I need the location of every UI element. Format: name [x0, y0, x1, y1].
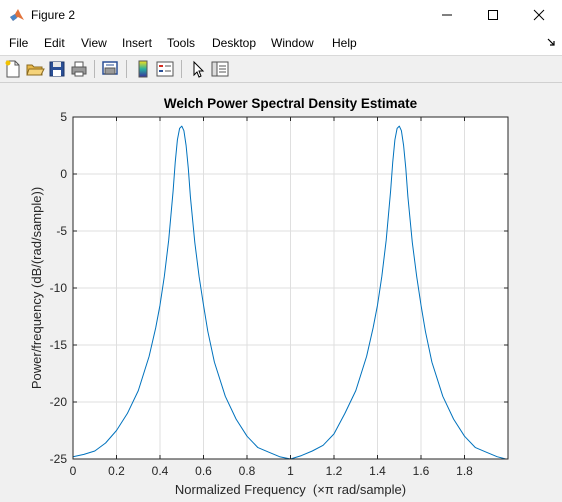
insert-colorbar-button[interactable]: [133, 59, 153, 79]
x-tick-label: 0.6: [195, 464, 212, 478]
window-title: Figure 2: [31, 8, 76, 22]
toolbar-separator: [94, 60, 95, 78]
close-button[interactable]: [516, 0, 562, 30]
open-file-icon: [26, 64, 45, 76]
y-axis-label: Power/frequency (dB/(rad/sample)): [29, 187, 44, 389]
menu-desktop[interactable]: Desktop: [212, 36, 257, 50]
y-tick-label: -20: [50, 395, 68, 409]
insert-legend-button[interactable]: [155, 59, 175, 79]
figure-toolbar: [0, 56, 562, 83]
y-tick-label: -15: [50, 338, 68, 352]
x-tick-label: 0.4: [152, 464, 169, 478]
window-titlebar: Figure 2: [0, 0, 562, 30]
x-tick-label: 1.2: [326, 464, 343, 478]
property-inspector-icon: [211, 61, 229, 77]
x-tick-label: 1.6: [413, 464, 430, 478]
y-tick-label: -10: [50, 281, 68, 295]
menu-window[interactable]: Window: [271, 36, 314, 50]
open-file-button[interactable]: [25, 59, 45, 79]
tick-layer: 0 0.2 0.4 0.6 0.8 1 1.2 1.4 1.6 1.8 5 0 -5 -10 -15 -20 -…: [50, 110, 508, 478]
y-tick-label: -25: [50, 452, 68, 466]
print-preview-icon: [102, 61, 118, 75]
edit-plot-pointer-icon: [193, 60, 205, 78]
toolbar-separator: [181, 60, 182, 78]
x-tick-label: 1.4: [369, 464, 386, 478]
property-inspector-button[interactable]: [210, 59, 230, 79]
y-tick-label: -5: [56, 224, 67, 238]
maximize-button[interactable]: [470, 0, 516, 30]
x-tick-label: 1: [287, 464, 294, 478]
print-icon: [71, 61, 87, 77]
menu-edit[interactable]: Edit: [44, 36, 65, 50]
toolbar-separator: [126, 60, 127, 78]
dock-arrow-icon[interactable]: [547, 38, 556, 47]
print-button[interactable]: [69, 59, 89, 79]
save-button[interactable]: [47, 59, 67, 79]
x-axis-label: Normalized Frequency (×π rad/sample): [175, 482, 406, 497]
menu-insert[interactable]: Insert: [122, 36, 153, 50]
x-tick-label: 0: [70, 464, 77, 478]
new-figure-button[interactable]: [3, 59, 23, 79]
menu-view[interactable]: View: [81, 36, 107, 50]
menu-file[interactable]: File: [9, 36, 29, 50]
maximize-icon: [488, 10, 498, 20]
x-tick-label: 0.2: [108, 464, 125, 478]
minimize-button[interactable]: [424, 0, 470, 30]
menu-help[interactable]: Help: [332, 36, 357, 50]
minimize-icon: [442, 14, 452, 16]
menu-tools[interactable]: Tools: [167, 36, 196, 50]
figure-canvas: 0 0.2 0.4 0.6 0.8 1 1.2 1.4 1.6 1.8 5 0 -5 -10 -15 -20 -…: [0, 83, 562, 502]
chart-title: Welch Power Spectral Density Estimate: [164, 96, 418, 111]
menu-bar: File Edit View Insert Tools Desktop Wind…: [0, 30, 562, 56]
save-icon: [49, 61, 65, 77]
edit-plot-button[interactable]: [188, 59, 208, 79]
psd-chart: 0 0.2 0.4 0.6 0.8 1 1.2 1.4 1.6 1.8 5 0 -5 -10 -15 -20 -…: [29, 96, 509, 497]
y-tick-label: 0: [60, 167, 67, 181]
insert-colorbar-icon: [138, 60, 148, 78]
print-preview-button[interactable]: [100, 59, 120, 79]
matlab-logo-icon: [10, 9, 24, 21]
x-tick-label: 1.8: [456, 464, 473, 478]
close-icon: [533, 9, 545, 21]
y-tick-label: 5: [60, 110, 67, 124]
insert-legend-icon: [156, 61, 174, 77]
new-figure-icon: [5, 60, 20, 78]
x-tick-label: 0.8: [239, 464, 256, 478]
